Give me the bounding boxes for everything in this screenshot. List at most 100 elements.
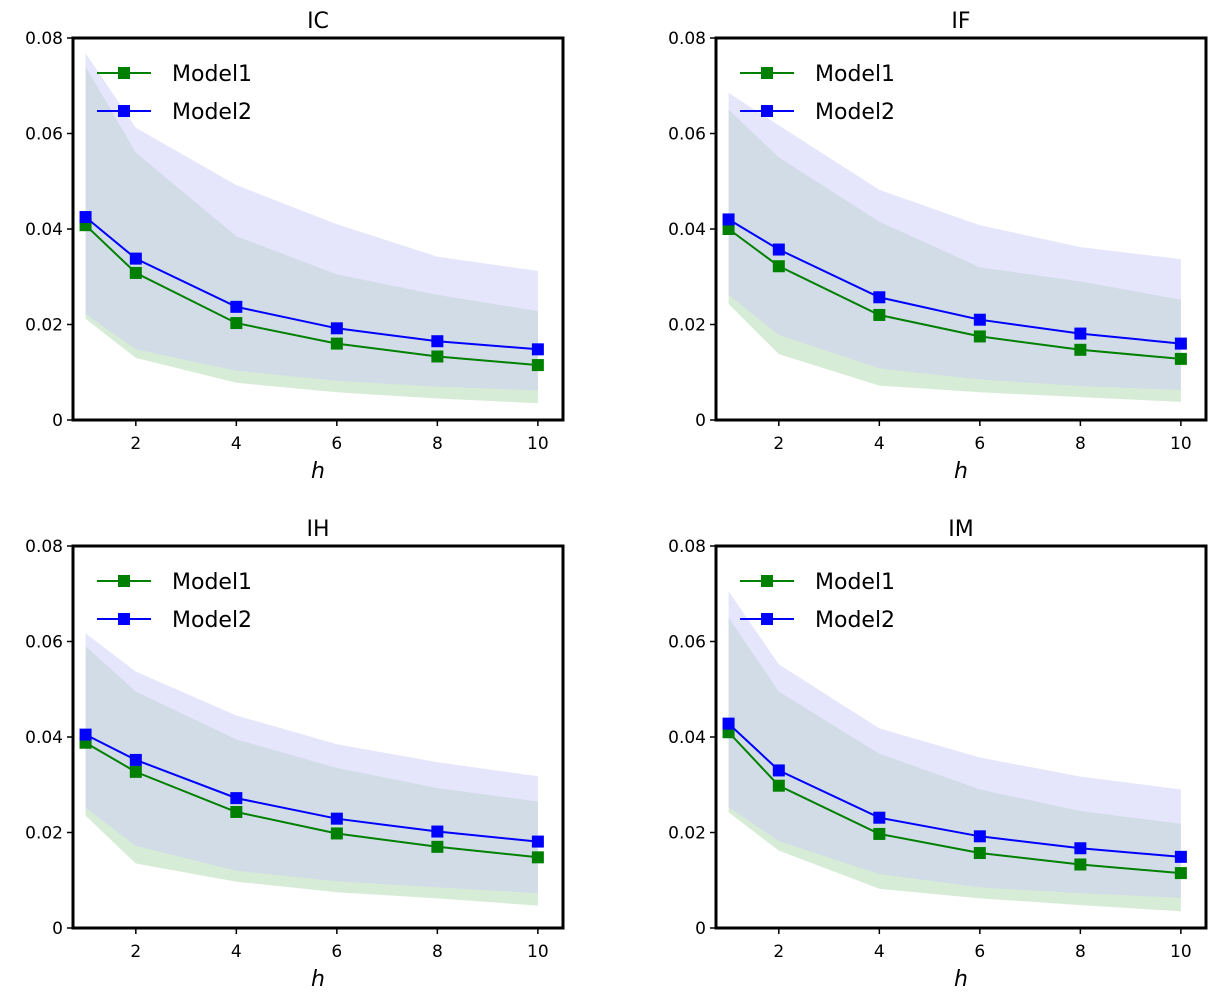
x-tick-label: 8	[1075, 434, 1086, 454]
legend-label: Model2	[172, 100, 252, 125]
data-point-model1	[431, 350, 444, 363]
y-tick-label: 0.08	[668, 537, 706, 557]
x-tick-label: 8	[1075, 942, 1086, 962]
legend-marker	[761, 613, 773, 625]
chart-panel-ih: 0 0.02 0.04 0.06 0.08 2 4 6 8 10 IH h Model1 Model2	[25, 517, 565, 992]
data-point-model2	[873, 291, 886, 304]
x-tick-label: 6	[974, 942, 985, 962]
data-point-model2	[531, 343, 544, 356]
legend-marker	[118, 67, 130, 79]
chart-title: IH	[306, 517, 329, 542]
y-tick-label: 0	[52, 919, 63, 939]
x-tick-label: 10	[1170, 942, 1192, 962]
data-point-model2	[79, 728, 92, 741]
data-point-model1	[531, 359, 544, 372]
confidence-band-model2	[728, 92, 1181, 390]
y-tick-label: 0.02	[668, 316, 706, 336]
data-point-model1	[129, 765, 142, 778]
x-tick-label: 8	[432, 942, 443, 962]
data-point-model2	[873, 811, 886, 824]
x-tick-label: 6	[974, 434, 985, 454]
x-tick-label: 8	[432, 434, 443, 454]
data-point-model1	[973, 330, 986, 343]
series-line-model1	[727, 731, 1181, 875]
y-tick-label: 0.04	[668, 220, 706, 240]
data-point-model1	[431, 840, 444, 853]
chart-panel-if: 0 0.02 0.04 0.06 0.08 2 4 6 8 10 IF h Model1 Model2	[668, 9, 1208, 484]
legend-label: Model2	[172, 608, 252, 633]
y-tick-label: 0.04	[25, 728, 63, 748]
data-point-model2	[772, 764, 785, 777]
y-tick-label: 0.06	[25, 125, 63, 145]
data-point-model2	[330, 322, 343, 335]
x-axis-label: h	[311, 967, 325, 990]
data-point-model1	[873, 827, 886, 840]
x-tick-label: 2	[773, 942, 784, 962]
data-point-model2	[1174, 850, 1187, 863]
y-tick-label: 0.02	[25, 824, 63, 844]
x-tick-label: 6	[331, 942, 342, 962]
legend-marker	[118, 613, 130, 625]
y-tick-label: 0.04	[668, 728, 706, 748]
x-axis-label: h	[954, 967, 968, 990]
legend-marker	[761, 105, 773, 117]
y-tick-label: 0.06	[668, 633, 706, 653]
y-tick-label: 0.08	[668, 29, 706, 49]
data-point-model2	[230, 300, 243, 313]
legend-label: Model2	[815, 608, 895, 633]
x-tick-label: 2	[130, 434, 141, 454]
data-point-model2	[230, 792, 243, 805]
data-point-model2	[79, 211, 92, 224]
data-point-model1	[772, 260, 785, 273]
y-tick-label: 0	[52, 411, 63, 431]
series-line-model2	[85, 733, 539, 843]
y-tick-label: 0.02	[25, 316, 63, 336]
legend-label: Model2	[815, 100, 895, 125]
legend-marker	[761, 575, 773, 587]
data-point-model2	[722, 213, 735, 226]
data-point-model1	[330, 337, 343, 350]
x-axis-label: h	[311, 459, 325, 484]
data-point-model1	[973, 847, 986, 860]
legend-label: Model1	[172, 62, 252, 87]
y-tick-label: 0	[695, 411, 706, 431]
data-point-model1	[1074, 343, 1087, 356]
data-point-model1	[1074, 858, 1087, 871]
x-tick-label: 4	[874, 942, 885, 962]
data-point-model1	[1174, 352, 1187, 365]
data-point-model2	[531, 835, 544, 848]
data-point-model1	[772, 779, 785, 792]
y-tick-label: 0.06	[25, 633, 63, 653]
data-point-model2	[772, 243, 785, 256]
legend-marker	[761, 67, 773, 79]
x-tick-label: 10	[527, 434, 549, 454]
data-point-model2	[129, 252, 142, 265]
series-line-model2	[728, 218, 1181, 345]
data-point-model2	[431, 825, 444, 838]
series-line-model2	[727, 722, 1181, 858]
data-point-model1	[873, 308, 886, 321]
confidence-band-model2	[85, 633, 538, 894]
confidence-band-model2	[85, 53, 538, 391]
x-tick-label: 4	[874, 434, 885, 454]
data-point-model2	[129, 753, 142, 766]
y-tick-label: 0.08	[25, 537, 63, 557]
y-tick-label: 0.02	[668, 824, 706, 844]
chart-title: IM	[948, 517, 973, 542]
data-point-model2	[973, 830, 986, 843]
chart-panel-ic: 0 0.02 0.04 0.06 0.08 2 4 6 8 10 IC h Model1 Model2	[25, 9, 565, 484]
legend-marker	[118, 575, 130, 587]
series-line-model2	[84, 216, 538, 351]
x-tick-label: 2	[773, 434, 784, 454]
chart-title: IC	[307, 9, 329, 34]
x-tick-label: 2	[130, 942, 141, 962]
data-point-model1	[230, 805, 243, 818]
legend-label: Model1	[815, 570, 895, 595]
data-point-model1	[330, 827, 343, 840]
data-point-model1	[531, 851, 544, 864]
y-tick-label: 0.04	[25, 220, 63, 240]
x-axis-label: h	[954, 459, 968, 484]
legend-label: Model1	[172, 570, 252, 595]
legend-marker	[118, 105, 130, 117]
